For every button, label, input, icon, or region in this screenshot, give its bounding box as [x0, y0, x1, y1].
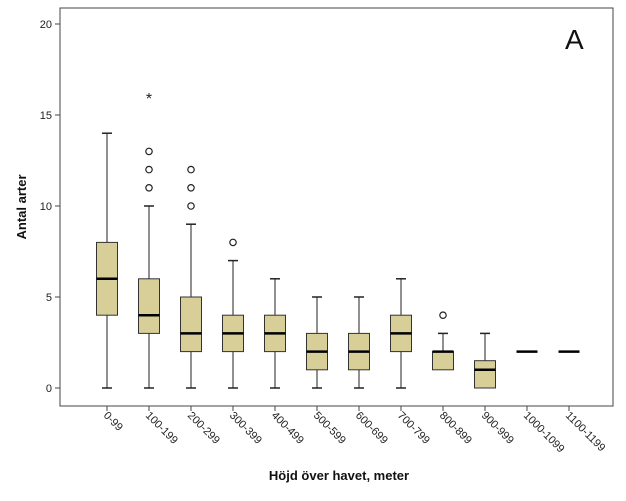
box-100-199: *	[138, 91, 160, 389]
y-tick-label: 0	[46, 383, 52, 395]
y-axis-title: Antal arter	[14, 174, 29, 239]
box-iqr	[432, 351, 454, 371]
box-iqr	[180, 296, 202, 353]
box-0-99	[96, 132, 118, 389]
plot-frame	[59, 7, 614, 407]
y-axis: 0 5 10 15 20	[40, 19, 60, 395]
y-tick-label: 15	[40, 110, 52, 122]
box-iqr	[138, 278, 160, 334]
x-tick-label: 900-999	[479, 410, 516, 447]
outlier-marker	[145, 184, 153, 192]
x-tick-label: 600-699	[353, 410, 390, 447]
x-tick-label: 1100-1199	[563, 410, 608, 455]
x-tick-label: 100-199	[143, 410, 180, 447]
x-tick-label: 800-899	[437, 410, 474, 447]
box-300-399	[222, 238, 244, 389]
extreme-marker: *	[146, 91, 152, 108]
panel-label: A	[565, 24, 584, 55]
box-600-699	[348, 296, 370, 389]
box-900-999	[474, 332, 496, 389]
box-iqr	[474, 360, 496, 389]
outlier-marker	[187, 184, 195, 192]
x-tick-label: 400-499	[269, 410, 306, 447]
x-axis-title: Höjd över havet, meter	[269, 468, 409, 483]
x-tick-label: 500-599	[311, 410, 348, 447]
box-800-899	[432, 311, 454, 371]
x-tick-label: 0-99	[101, 410, 125, 434]
box-500-599	[306, 296, 328, 389]
y-tick-label: 10	[40, 201, 52, 213]
x-tick-label: 1000-1099	[521, 410, 567, 456]
y-tick-label: 20	[40, 19, 52, 31]
x-tick-label: 200-299	[185, 410, 222, 447]
outlier-marker	[439, 311, 447, 320]
x-tick-label: 700-799	[395, 410, 432, 447]
outlier-marker	[145, 147, 153, 156]
box-700-799	[390, 278, 412, 389]
outlier-marker	[187, 202, 195, 210]
x-tick-label: 300-399	[227, 410, 264, 447]
box-200-299	[180, 165, 202, 389]
box-400-499	[264, 278, 286, 389]
outlier-marker	[145, 165, 153, 174]
outlier-marker	[229, 238, 237, 247]
x-axis: 0-99 100-199 200-299 300-399 400-499 500-599 6…	[101, 406, 608, 456]
outlier-marker	[187, 165, 195, 174]
box-series: *	[96, 91, 580, 389]
y-tick-label: 5	[46, 292, 52, 304]
